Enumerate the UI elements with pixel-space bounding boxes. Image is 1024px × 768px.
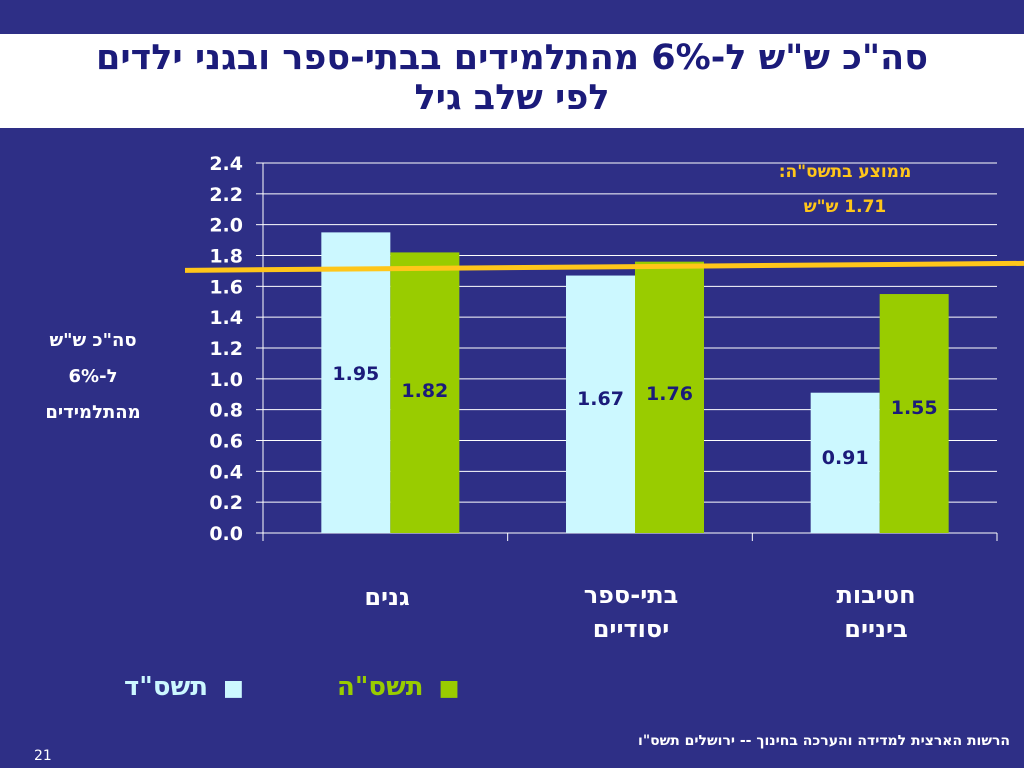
legend-square-icon: ■ <box>438 676 460 701</box>
y-tick-label: 0.6 <box>209 431 243 453</box>
y-axis-label-line-3: מהתלמידים <box>45 402 141 423</box>
x-category-line-2: יסודיים <box>592 615 670 643</box>
y-axis-label-line-1: סה"כ ש"ש <box>49 330 137 351</box>
x-category-line-1: בתי-ספר <box>583 581 679 609</box>
bar-series-2 <box>390 252 460 533</box>
legend-label: תשס"ד <box>124 672 208 702</box>
y-tick-label: 2.0 <box>209 215 243 237</box>
x-category-elementary: בתי-ספר יסודיים <box>531 578 731 646</box>
data-label: 1.95 <box>332 363 379 385</box>
x-category-line-1: חטיבות <box>836 581 916 609</box>
y-tick-label: 1.2 <box>209 338 243 360</box>
chart-title-line-1: סה"כ ש"ש ל-6% מהתלמידים בבתי-ספר ובגני י… <box>96 38 928 78</box>
data-label: 1.82 <box>401 380 448 402</box>
y-tick-label: 2.2 <box>209 184 243 206</box>
data-label: 1.67 <box>577 388 624 410</box>
x-category-line-1: גנים <box>364 583 410 611</box>
average-note-line-2: 1.71 ש"ש <box>803 197 887 217</box>
bar-series-1 <box>566 275 635 533</box>
footer-source: הרשות הארצית למדידה והערכה בחינוך -- ירו… <box>638 733 1010 749</box>
x-category-middle-school: חטיבות ביניים <box>776 578 976 646</box>
bar-series-1 <box>810 392 880 533</box>
x-category-kindergartens: גנים <box>287 580 487 614</box>
average-reference-line <box>184 260 1024 273</box>
title-band <box>0 34 1024 128</box>
data-label: 1.76 <box>646 383 693 405</box>
legend-item-series-2: ■ תשס"ה <box>337 672 459 702</box>
legend-label: תשס"ה <box>337 672 424 702</box>
page-number: 21 <box>34 748 52 764</box>
y-tick-label: 1.6 <box>209 276 243 298</box>
legend-square-icon: ■ <box>223 676 244 701</box>
y-tick-label: 1.4 <box>209 307 243 329</box>
legend-item-series-1: ■ תשס"ד <box>124 672 244 702</box>
data-label: 0.91 <box>822 447 869 469</box>
y-tick-label: 1.8 <box>209 246 243 268</box>
chart-title-line-2: לפי שלב גיל <box>414 78 610 118</box>
data-label: 1.55 <box>891 397 938 419</box>
y-tick-label: 0.0 <box>209 523 243 545</box>
y-tick-label: 0.8 <box>209 400 243 422</box>
y-tick-label: 2.4 <box>209 153 243 175</box>
bar-series-1 <box>321 232 391 533</box>
bar-series-2 <box>879 294 949 533</box>
average-note-line-1: ממוצע בתשס"ה: <box>778 162 912 182</box>
x-category-line-2: ביניים <box>844 615 908 643</box>
y-tick-label: 0.4 <box>209 461 243 483</box>
y-axis-label-line-2: ל-6% <box>68 366 118 387</box>
bar-series-2 <box>635 261 704 533</box>
y-tick-label: 1.0 <box>209 369 243 391</box>
y-tick-label: 0.2 <box>209 492 243 514</box>
